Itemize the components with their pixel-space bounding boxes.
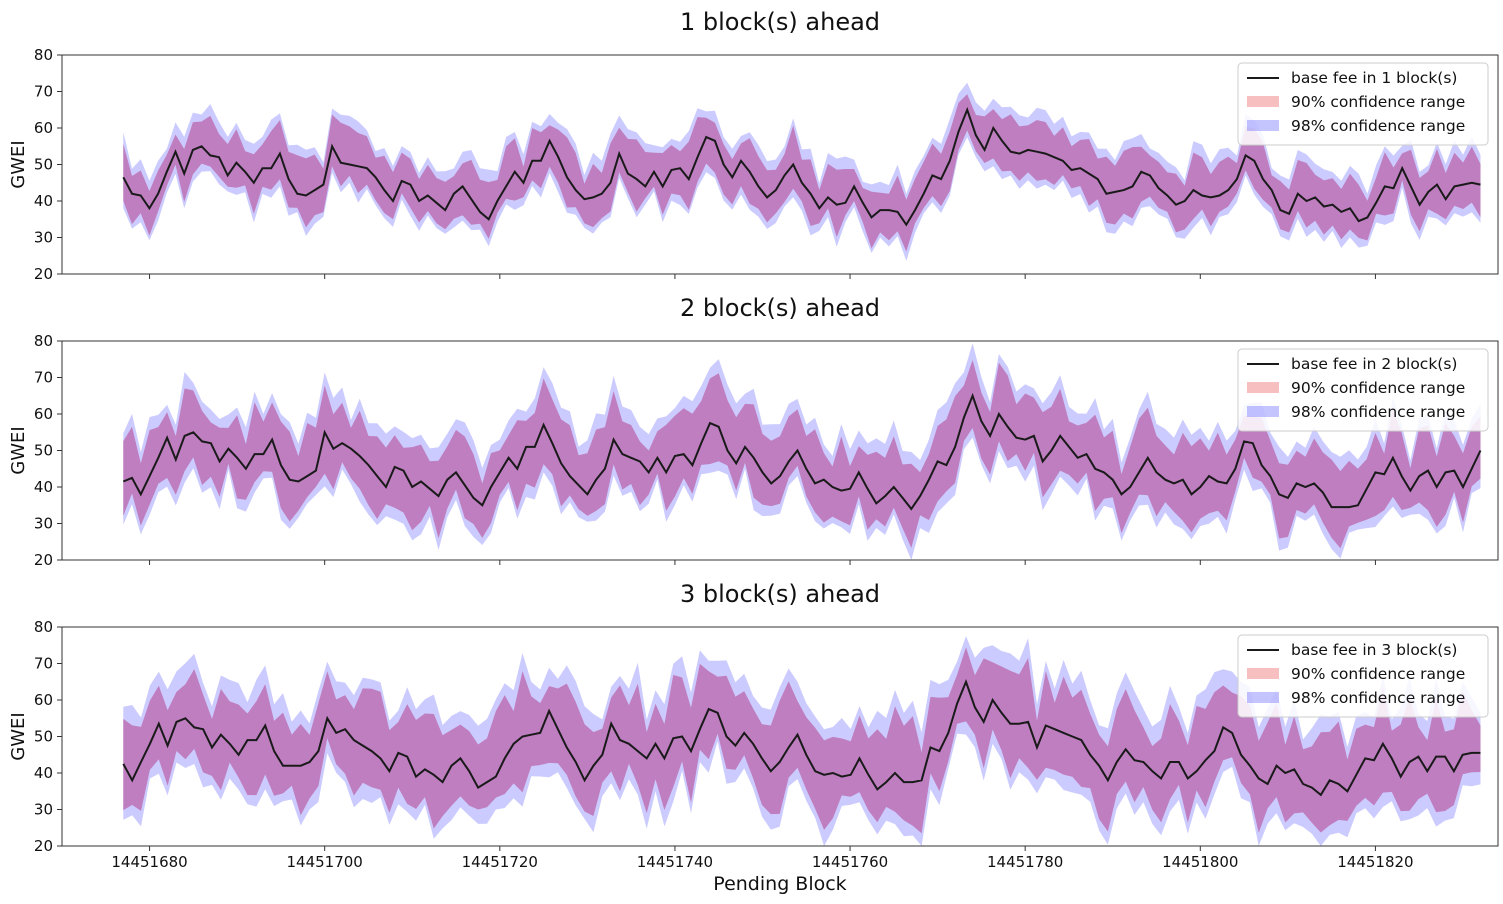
chart-title: 2 block(s) ahead — [680, 294, 880, 322]
confidence-band-overlap — [123, 94, 1481, 252]
chart-title: 3 block(s) ahead — [680, 580, 880, 608]
y-tick-label: 50 — [34, 442, 53, 460]
y-tick-label: 60 — [34, 119, 53, 137]
legend-box — [1237, 62, 1489, 146]
x-tick-label: 14451780 — [987, 853, 1063, 871]
y-tick-label: 30 — [34, 801, 53, 819]
plot-area — [122, 636, 1481, 846]
series-line — [122, 106, 1481, 227]
y-tick-label: 20 — [34, 265, 53, 283]
confidence-band-overlap — [123, 360, 1481, 549]
y-tick-label: 30 — [34, 515, 53, 533]
series-line — [122, 392, 1482, 511]
legend-90-swatch — [1247, 96, 1279, 107]
chart-title: 1 block(s) ahead — [680, 8, 880, 36]
x-tick-label: 14451800 — [1162, 853, 1238, 871]
y-tick-label: 60 — [34, 691, 53, 709]
y-tick-label: 80 — [34, 332, 53, 350]
legend-98-swatch — [1247, 406, 1279, 417]
legend-entry: 90% confidence range — [1291, 665, 1465, 683]
y-tick-label: 70 — [34, 655, 53, 673]
legend-98-swatch — [1247, 692, 1279, 703]
y-tick-label: 50 — [34, 156, 53, 174]
y-tick-label: 70 — [34, 83, 53, 101]
y-tick-label: 80 — [34, 46, 53, 64]
confidence-band-90 — [123, 94, 1481, 252]
axes-frame — [61, 54, 1499, 275]
legend-entry: base fee in 2 block(s) — [1291, 355, 1457, 373]
y-tick-label: 50 — [34, 728, 53, 746]
legend-box — [1237, 348, 1489, 432]
legend-box — [1237, 634, 1489, 718]
y-tick-label: 40 — [34, 192, 53, 210]
legend-entry: 90% confidence range — [1291, 93, 1465, 111]
legend: base fee in 1 block(s) 90% confidence ran… — [1237, 62, 1489, 146]
y-tick-label: 70 — [34, 369, 53, 387]
chart-panel-3: 3 block(s) ahead GWEI 20 30 40 50 60 70 80 144516… — [8, 580, 1499, 871]
y-tick-label: 40 — [34, 478, 53, 496]
legend: base fee in 2 block(s) 90% confidence ran… — [1237, 348, 1489, 432]
y-axis-label: GWEI — [8, 426, 29, 474]
axes-frame — [61, 626, 1499, 847]
x-tick-label: 14451740 — [637, 853, 713, 871]
y-tick-label: 20 — [34, 551, 53, 569]
confidence-band-90 — [123, 360, 1481, 549]
legend-98-swatch — [1247, 120, 1279, 131]
x-axis-label: Pending Block — [713, 873, 846, 895]
legend-entry: 90% confidence range — [1291, 379, 1465, 397]
legend-entry: 98% confidence range — [1291, 117, 1465, 135]
y-axis-label: GWEI — [8, 712, 29, 760]
y-axis-label: GWEI — [8, 140, 29, 188]
chart-panel-2: 2 block(s) ahead GWEI 20 30 40 50 60 70 80 base f… — [8, 294, 1499, 569]
y-tick-label: 60 — [34, 405, 53, 423]
confidence-band-overlap — [123, 647, 1481, 834]
legend-entry: 98% confidence range — [1291, 689, 1465, 707]
axes-frame — [61, 340, 1499, 561]
plot-area — [122, 82, 1481, 261]
x-tick-label: 14451680 — [111, 853, 187, 871]
legend-90-swatch — [1247, 668, 1279, 679]
x-tick-label: 14451760 — [812, 853, 888, 871]
chart-panel-1: 1 block(s) ahead GWEI 20 30 40 50 60 70 80 base f… — [8, 8, 1499, 283]
legend-entry: 98% confidence range — [1291, 403, 1465, 421]
legend: base fee in 3 block(s) 90% confidence ran… — [1237, 634, 1489, 718]
legend-entry: base fee in 1 block(s) — [1291, 69, 1457, 87]
plot-area — [122, 343, 1482, 560]
y-tick-label: 40 — [34, 764, 53, 782]
x-tick-label: 14451700 — [287, 853, 363, 871]
confidence-band-90 — [123, 647, 1481, 834]
x-tick-label: 14451820 — [1337, 853, 1413, 871]
y-tick-label: 30 — [34, 229, 53, 247]
legend-entry: base fee in 3 block(s) — [1291, 641, 1457, 659]
y-tick-label: 80 — [34, 618, 53, 636]
y-tick-label: 20 — [34, 837, 53, 855]
x-tick-label: 14451720 — [462, 853, 538, 871]
series-line — [122, 678, 1481, 797]
legend-90-swatch — [1247, 382, 1279, 393]
